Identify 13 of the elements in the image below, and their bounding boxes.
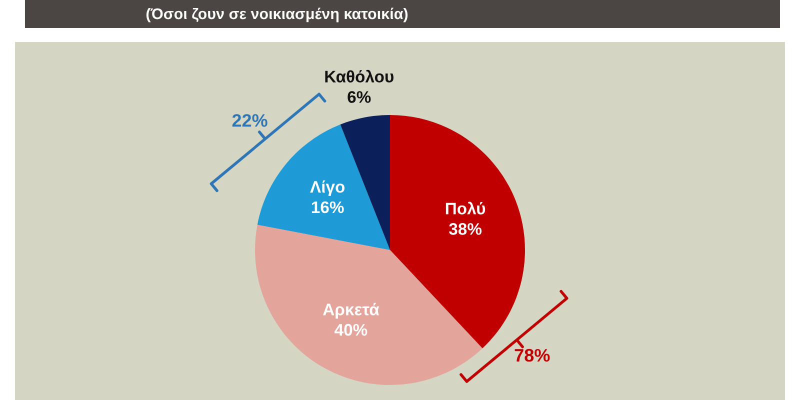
slice-label: Αρκετά (323, 302, 380, 319)
data-label: 38% (449, 223, 482, 235)
data-label: 6% (348, 91, 371, 103)
text: 22% (232, 114, 268, 127)
data-label: 40% (334, 324, 368, 336)
slice-label: Λίγο (310, 180, 345, 196)
pie-slice (255, 224, 482, 385)
pie-slice (390, 115, 525, 348)
data-label: 16% (312, 201, 344, 214)
slice-label: Καθόλου (325, 70, 394, 83)
text: 78% (514, 348, 550, 362)
chart-subtitle: (Όσοι ζουν σε νοικιασμένη κατοικία) (146, 8, 408, 22)
slice-label: Πολύ (446, 202, 486, 214)
